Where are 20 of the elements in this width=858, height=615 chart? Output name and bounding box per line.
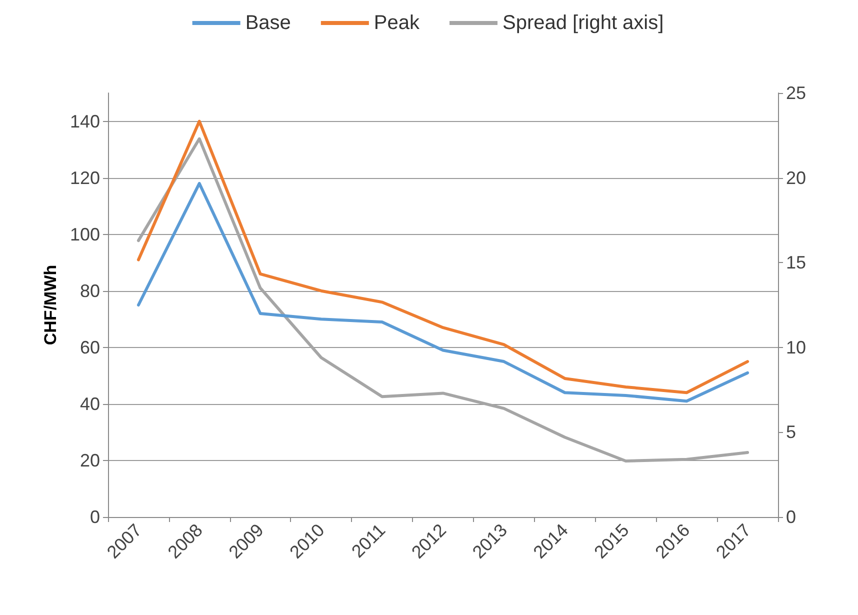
y2-tick-label: 15 [786,252,806,273]
line-series [136,120,750,394]
y-tick-label: 60 [80,337,100,358]
legend-label: Peak [374,12,420,34]
y-tick-label: 140 [70,111,100,132]
y-tick-label: 80 [80,280,100,301]
y2-tick-label: 0 [786,507,796,527]
y2-tick-label: 20 [786,168,806,188]
line-series [136,182,750,403]
y-tick-label: 0 [90,507,100,527]
legend-label: Spread [right axis] [502,12,664,34]
y-axis-title: CHF/MWh [41,264,60,346]
y-tick-label: 100 [70,224,100,244]
y-tick-label: 40 [80,394,100,414]
y-tick-label: 120 [70,168,100,188]
legend-label: Base [245,12,291,34]
y2-tick-label: 5 [786,422,796,442]
y-tick-label: 20 [80,450,100,470]
y2-tick-label: 10 [786,337,806,358]
y2-tick-label: 25 [786,83,806,103]
